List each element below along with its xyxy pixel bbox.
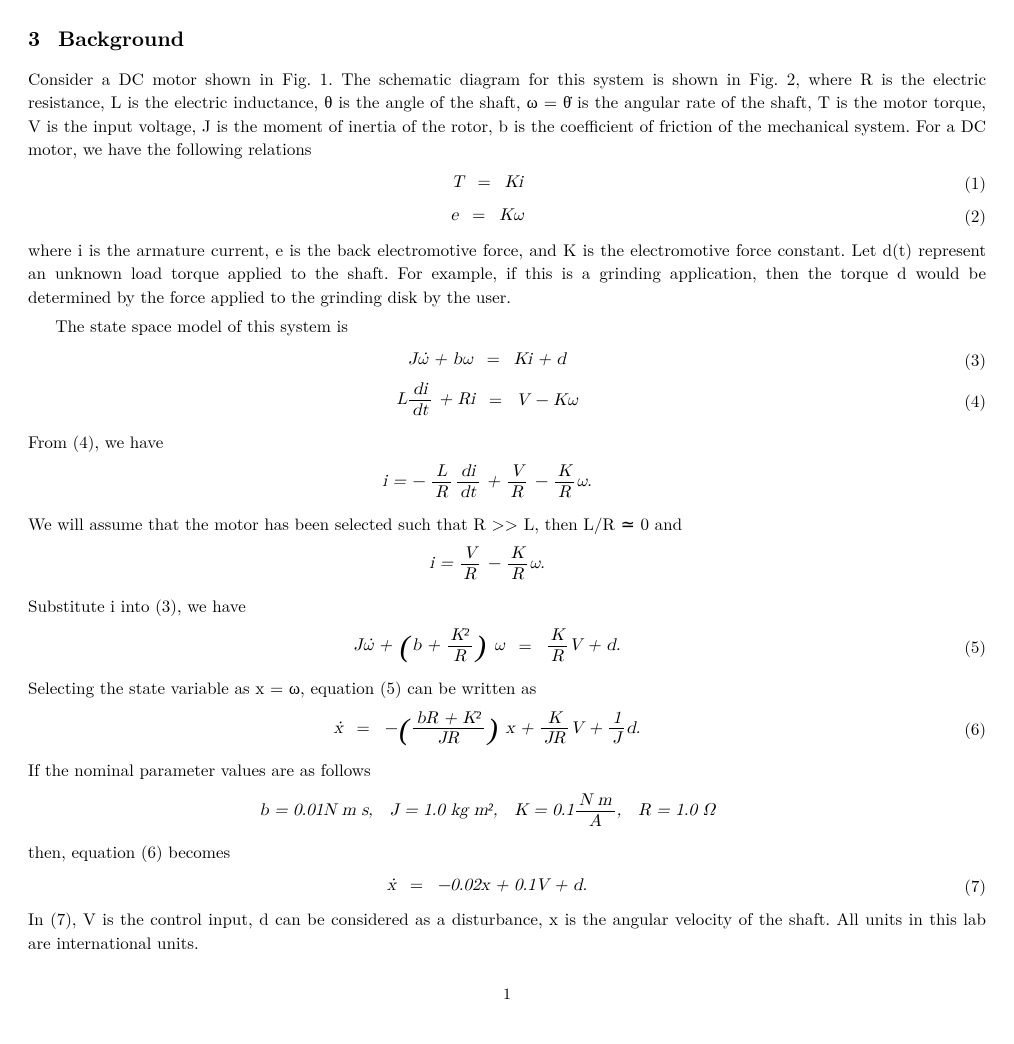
eq3-rhs: Ki + d — [514, 348, 566, 371]
eq3-lhs: Jω̇ + bω — [408, 348, 473, 371]
eq2-rhs: Kω — [499, 204, 523, 227]
parameter-values: b = 0.01N m s, J = 1.0 kg m², K = 0.1N m… — [28, 792, 986, 831]
eqb-t2d: R — [508, 564, 527, 584]
paragraph-substitute: Substitute i into (3), we have — [28, 594, 986, 617]
param-K-pre: K = 0.1 — [515, 802, 574, 819]
equation-6: ẋ = −(bR + K²JR) x + KJRV + 1Jd. (6) — [28, 710, 986, 749]
param-K-post: , — [617, 802, 622, 819]
eq3-op: = — [487, 348, 500, 371]
eq6-t2d: JR — [541, 728, 568, 748]
eq7-rhs: −0.02x + 0.1V + d. — [437, 874, 587, 897]
eqb-t1n: V — [461, 545, 480, 564]
eqb-mid: − — [487, 555, 506, 572]
equation-i-full: i = − LRdidt + VR − KRω. — [28, 463, 986, 502]
eq6-number: (6) — [946, 717, 986, 740]
eq6-pn: bR + K² — [413, 710, 484, 729]
paragraph-emf: where i is the armature current, e is th… — [28, 238, 986, 308]
equation-5: Jω̇ + (b + K²R) ω = KRV + d. (5) — [28, 627, 986, 666]
eqa-t4d: R — [555, 482, 574, 502]
param-K-num: N m — [576, 792, 615, 811]
paragraph-then: then, equation (6) becomes — [28, 840, 986, 863]
eq5-rhs-post: V + d. — [569, 637, 620, 654]
eq6-tail: d. — [626, 720, 640, 737]
eq5-op: = — [519, 635, 532, 658]
eqb-tail: ω. — [529, 555, 545, 572]
eqa-t4n: K — [555, 463, 574, 482]
eq1-op: = — [478, 171, 491, 194]
eq6-pd: JR — [413, 728, 484, 748]
param-R: R = 1.0 Ω — [638, 802, 715, 819]
eq5-number: (5) — [946, 635, 986, 658]
eqa-t3d: R — [508, 482, 527, 502]
eq5-rd: R — [548, 646, 567, 666]
eq5-pd: R — [448, 646, 472, 666]
eq1-number: (1) — [946, 171, 986, 194]
eqa-t1n: L — [432, 463, 451, 482]
eq5-lhs-pre: Jω̇ + — [354, 637, 398, 654]
eq6-lhs: ẋ — [334, 717, 343, 740]
eq6-neg: − — [384, 720, 397, 737]
eq5-paren-pre: b + — [412, 637, 446, 654]
param-J: J = 1.0 kg m², — [390, 802, 498, 819]
eq5-pn: K² — [448, 627, 472, 646]
eq7-number: (7) — [946, 874, 986, 897]
eq3-number: (3) — [946, 348, 986, 371]
eqa-tail: ω. — [576, 473, 592, 490]
param-b: b = 0.01N m s, — [259, 802, 373, 819]
eqa-lhs: i = − — [382, 473, 424, 490]
equation-1: T = Ki (1) — [28, 171, 986, 194]
paragraph-final: In (7), V is the control input, d can be… — [28, 907, 986, 954]
eq7-lhs: ẋ — [387, 874, 396, 897]
eqb-t1d: R — [461, 564, 480, 584]
eq5-lhs-post: ω — [488, 637, 505, 654]
param-K-den: A — [576, 811, 615, 831]
eq6-t3d: J — [609, 728, 624, 748]
equation-2: e = Kω (2) — [28, 204, 986, 227]
eq2-op: = — [472, 204, 485, 227]
eqa-t1d: R — [432, 482, 451, 502]
page-number: 1 — [28, 982, 986, 1004]
section-title: Background — [58, 23, 184, 53]
eq4-lhs-post: + Ri — [433, 391, 475, 408]
paragraph-statespace: The state space model of this system is — [28, 314, 986, 337]
section-number: 3 — [28, 23, 40, 53]
eq6-t3n: 1 — [609, 710, 624, 729]
eq1-lhs: T — [451, 171, 463, 194]
equation-i-simplified: i = VR − KRω. — [28, 545, 986, 584]
eqa-mid2: − — [534, 473, 553, 490]
eq2-lhs: e — [451, 204, 459, 227]
paragraph-from4: From (4), we have — [28, 430, 986, 453]
eq4-rhs: V − Kω — [516, 389, 577, 412]
eq2-number: (2) — [946, 204, 986, 227]
equation-4: Ldidt + Ri = V − Kω (4) — [28, 381, 986, 420]
eq6-t2n: K — [541, 710, 568, 729]
paragraph-assumption: We will assume that the motor has been s… — [28, 512, 986, 535]
eqa-mid1: + — [487, 473, 506, 490]
paragraph-selectstate: Selecting the state variable as x = ω, e… — [28, 676, 986, 699]
eq6-mid: V + — [570, 720, 607, 737]
eq5-rn: K — [548, 627, 567, 646]
eq1-rhs: Ki — [505, 171, 523, 194]
eqa-t2d: dt — [457, 482, 479, 502]
eq6-op: = — [357, 717, 370, 740]
eqa-t3n: V — [508, 463, 527, 482]
eq4-op: = — [489, 389, 502, 412]
paragraph-nominal: If the nominal parameter values are as f… — [28, 758, 986, 781]
eqb-t2n: K — [508, 545, 527, 564]
eq6-afterparen: x + — [500, 720, 539, 737]
eq4-lhs-pre: L — [396, 391, 407, 408]
eq4-lhs-den: dt — [409, 400, 431, 420]
equation-7: ẋ = −0.02x + 0.1V + d. (7) — [28, 874, 986, 897]
eqa-t2n: di — [457, 463, 479, 482]
eq4-number: (4) — [946, 389, 986, 412]
equation-3: Jω̇ + bω = Ki + d (3) — [28, 348, 986, 371]
eqb-lhs: i = — [429, 555, 458, 572]
paragraph-intro: Consider a DC motor shown in Fig. 1. The… — [28, 67, 986, 161]
eq4-lhs-num: di — [409, 381, 431, 400]
section-heading: 3 Background — [28, 24, 986, 53]
eq7-op: = — [410, 874, 423, 897]
